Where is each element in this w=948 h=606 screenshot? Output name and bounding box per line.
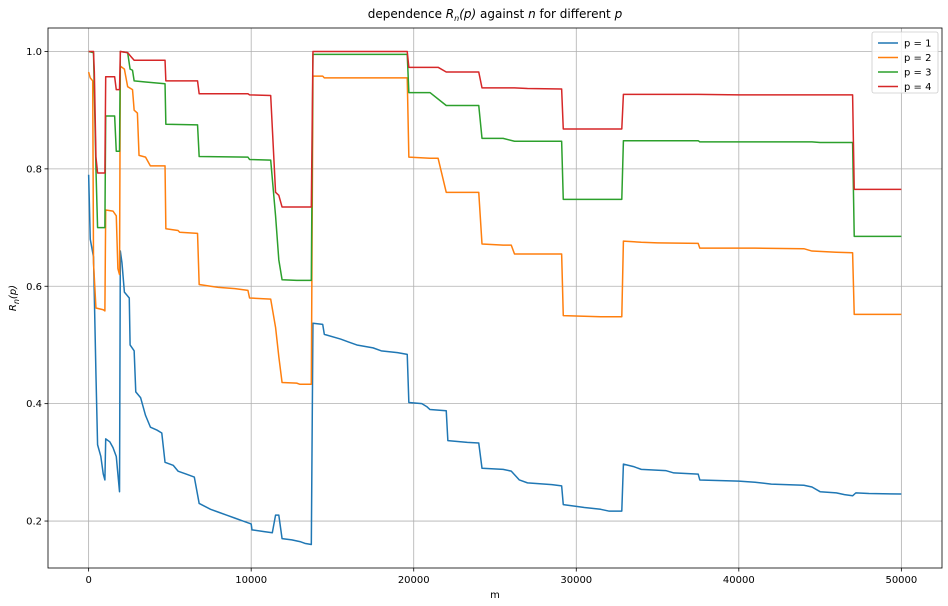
legend-label-p4: p = 4 [904, 82, 931, 93]
x-axis-ticks: 0 10000 20000 30000 40000 50000 [85, 568, 917, 586]
x-tick-label: 30000 [560, 575, 592, 586]
legend-box [871, 31, 939, 94]
x-tick-label: 50000 [885, 575, 917, 586]
series-line-p3 [88, 50, 902, 282]
plot-area [48, 28, 942, 568]
series-lines [87, 50, 902, 546]
axes-frame [47, 27, 943, 569]
y-axis-label: Rn(p) [8, 285, 21, 311]
y-axis-ticks: 0.2 0.4 0.6 0.8 1.0 [26, 47, 48, 528]
legend-label-p2: p = 2 [904, 53, 931, 64]
y-tick-label: 0.6 [26, 282, 42, 293]
y-tick-label: 1.0 [26, 47, 42, 58]
legend-label-p1: p = 1 [904, 39, 931, 50]
y-tick-label: 0.8 [26, 164, 42, 175]
series-line-p1 [87, 174, 902, 546]
y-tick-label: 0.2 [26, 517, 42, 528]
series-line-p4 [88, 50, 902, 208]
x-tick-label: 0 [85, 575, 91, 586]
y-tick-label: 0.4 [26, 399, 42, 410]
chart-title: dependence Rn(p) against n for different… [368, 7, 623, 23]
x-tick-label: 10000 [235, 575, 267, 586]
x-tick-label: 40000 [723, 575, 755, 586]
x-axis-label: m [490, 590, 500, 601]
legend-label-p3: p = 3 [904, 68, 931, 79]
y-gridlines [48, 51, 942, 522]
legend: p = 1 p = 2 p = 3 p = 4 [871, 31, 939, 94]
x-tick-label: 20000 [398, 575, 430, 586]
